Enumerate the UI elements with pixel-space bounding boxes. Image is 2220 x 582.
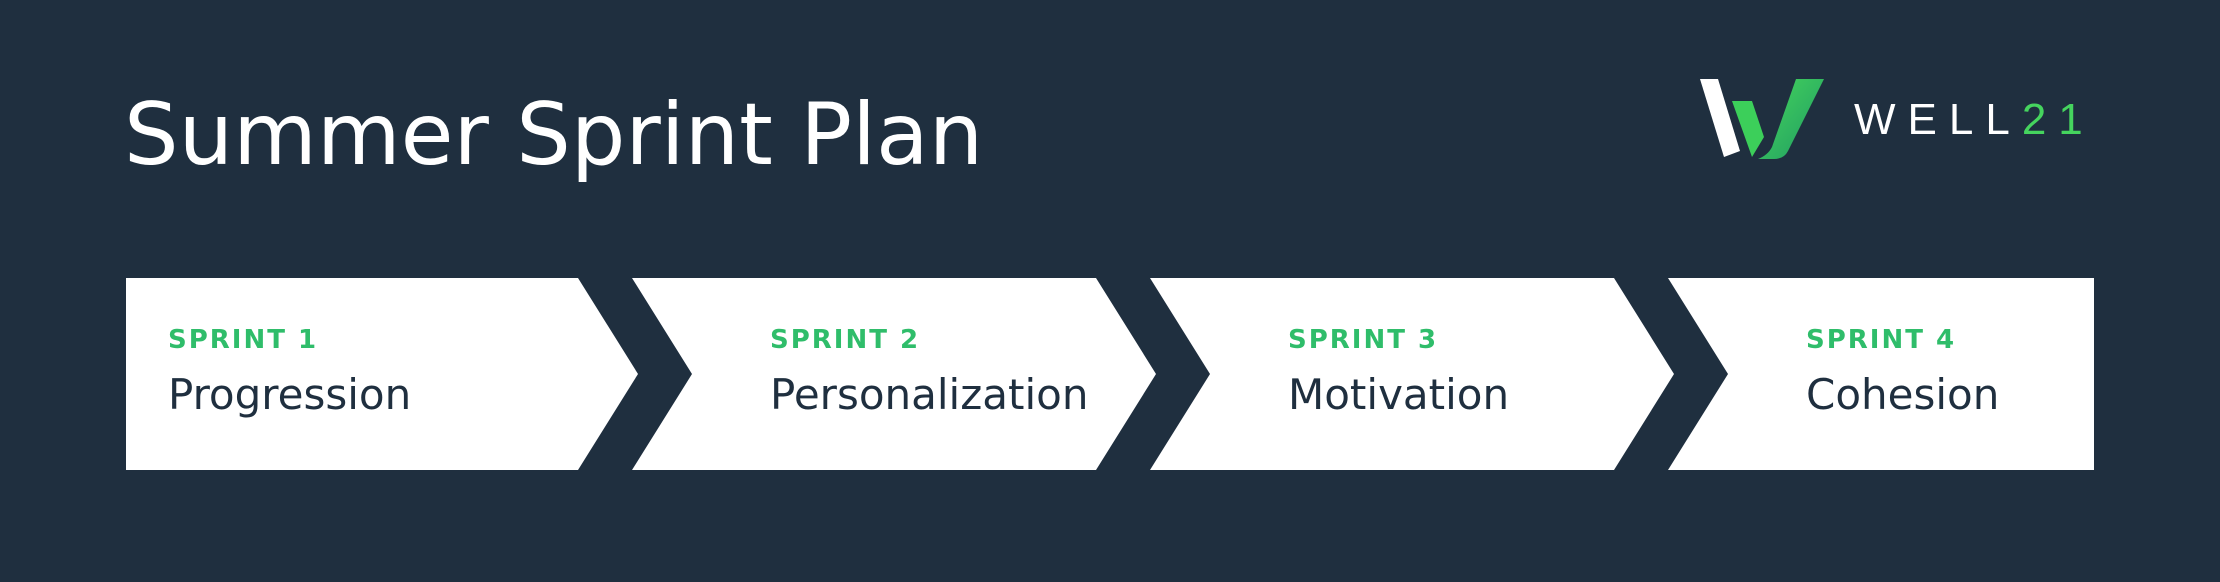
sprint-label: SPRINT 3 xyxy=(1288,325,1438,355)
brand-accent-text: 21 xyxy=(2021,95,2095,144)
sprint-step-2: SPRINT 2 Personalization xyxy=(632,278,1156,470)
sprint-name: Progression xyxy=(168,370,411,419)
sprint-name: Personalization xyxy=(770,370,1088,419)
logo-white-stroke xyxy=(1700,79,1740,157)
sprint-name: Motivation xyxy=(1288,370,1509,419)
sprint-step-1: SPRINT 1 Progression xyxy=(126,278,638,470)
page-title: Summer Sprint Plan xyxy=(124,85,984,185)
sprint-chevron xyxy=(1668,278,2094,470)
sprint-name: Cohesion xyxy=(1806,370,1999,419)
logo-green-right xyxy=(1758,79,1824,159)
sprint-step-4: SPRINT 4 Cohesion xyxy=(1668,278,2094,470)
sprint-step-3: SPRINT 3 Motivation xyxy=(1150,278,1674,470)
sprint-chevron xyxy=(126,278,638,470)
sprint-chevron xyxy=(632,278,1156,470)
brand-name-text: WELL xyxy=(1854,95,2022,144)
logo-green-left xyxy=(1732,101,1764,157)
sprint-chevron xyxy=(1150,278,1674,470)
well21-logo-icon xyxy=(1700,79,1824,159)
sprint-label: SPRINT 4 xyxy=(1806,325,1956,355)
sprint-label: SPRINT 2 xyxy=(770,325,920,355)
brand-logo: WELL21 xyxy=(1698,78,2095,162)
brand-wordmark: WELL21 xyxy=(1854,95,2095,145)
sprint-label: SPRINT 1 xyxy=(168,325,318,355)
